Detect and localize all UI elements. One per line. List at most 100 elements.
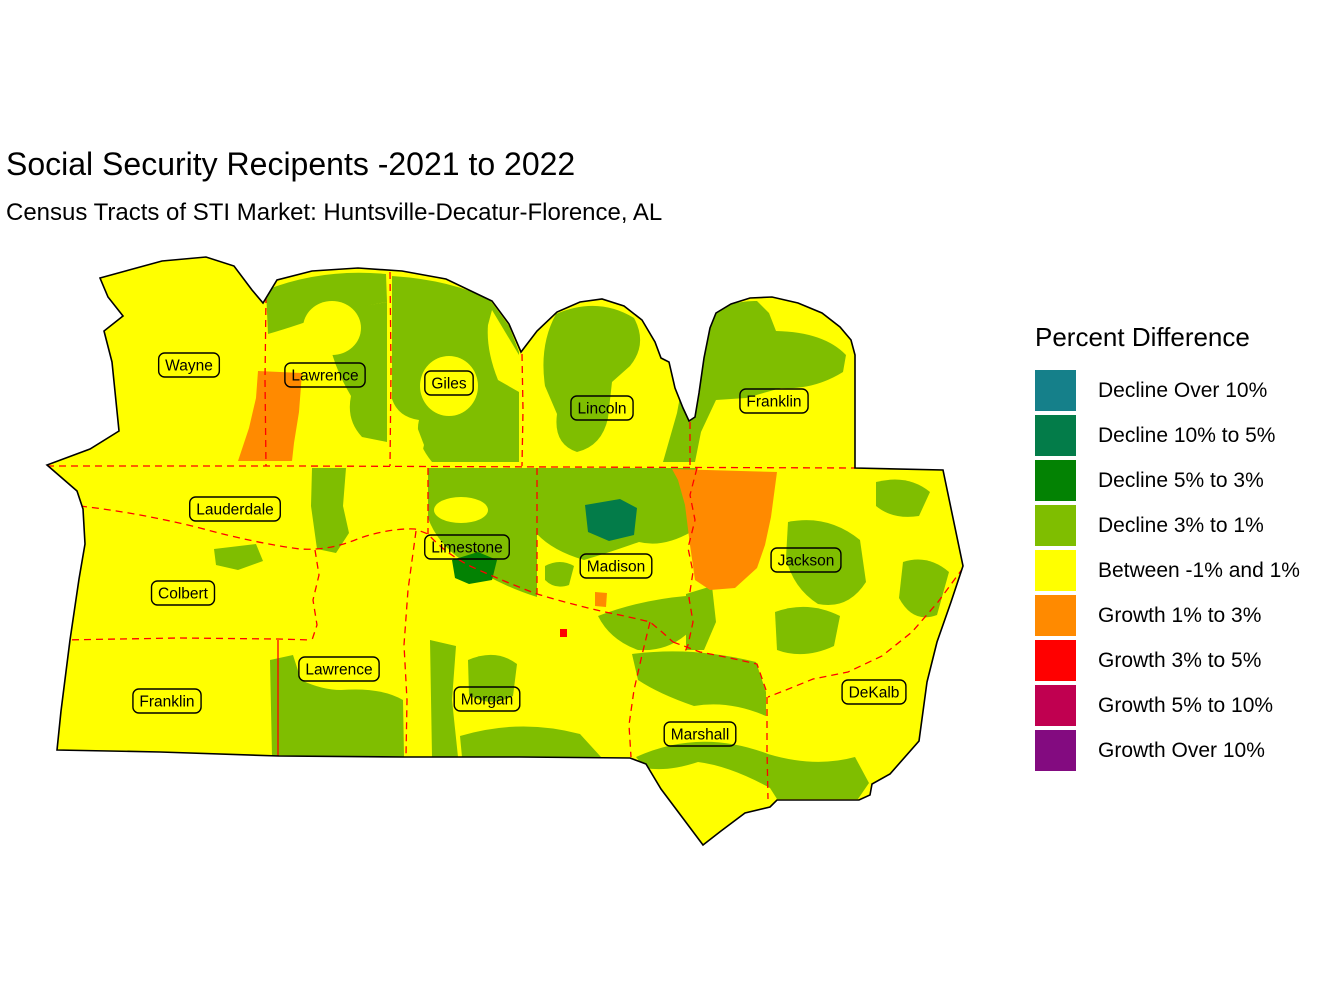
legend-item-label: Decline Over 10% xyxy=(1098,378,1268,402)
tract-region-morgan-green-blob xyxy=(468,654,517,702)
county-label-franklin-11: Franklin xyxy=(132,688,202,714)
county-label-jackson-8: Jackson xyxy=(770,547,842,573)
county-label-marshall-13: Marshall xyxy=(663,721,737,747)
county-label-text: Marshall xyxy=(671,727,730,744)
tract-region-lauderdale-green-east xyxy=(311,468,349,553)
tract-region-marshall-green-north xyxy=(632,651,766,716)
legend-item-label: Growth 5% to 10% xyxy=(1098,693,1274,717)
tract-region-colbert-green xyxy=(214,544,263,570)
tract-region-jackson-green-west-strip xyxy=(686,586,716,650)
county-label-box xyxy=(157,352,221,378)
legend-item: Between -1% and 1% xyxy=(1035,550,1300,591)
county-label-text: Franklin xyxy=(746,394,801,411)
county-label-box xyxy=(579,553,653,579)
legend-item-label: Growth 1% to 3% xyxy=(1098,603,1262,627)
county-label-box xyxy=(841,679,907,705)
county-label-text: Limestone xyxy=(431,540,503,557)
legend-swatch-growth-5-10 xyxy=(1035,685,1076,726)
county-label-morgan-12: Morgan xyxy=(453,686,521,712)
county-label-text: Jackson xyxy=(778,553,835,570)
county-label-box xyxy=(770,547,842,573)
legend: Percent Difference Decline Over 10% Decli… xyxy=(1035,322,1300,775)
legend-item: Growth Over 10% xyxy=(1035,730,1300,771)
legend-swatch-decline-over-10 xyxy=(1035,370,1076,411)
county-label-limestone-6: Limestone xyxy=(424,534,510,560)
page-subtitle: Census Tracts of STI Market: Huntsville-… xyxy=(6,199,663,226)
county-label-box xyxy=(663,721,737,747)
county-label-lauderdale-5: Lauderdale xyxy=(189,496,281,522)
map-outline xyxy=(45,256,964,847)
legend-item: Decline Over 10% xyxy=(1035,370,1300,411)
legend-item: Growth 5% to 10% xyxy=(1035,685,1300,726)
legend-item-label: Decline 3% to 1% xyxy=(1098,513,1264,537)
county-border xyxy=(683,467,698,655)
tract-region-jackson-green-ne xyxy=(876,479,930,517)
county-border xyxy=(403,530,417,757)
tract-region-jackson-green-south xyxy=(775,606,840,655)
county-label-text: Lincoln xyxy=(577,401,626,418)
legend-item: Decline 10% to 5% xyxy=(1035,415,1300,456)
tract-region-franklin-tn-green xyxy=(663,300,846,462)
county-border xyxy=(672,641,767,691)
county-label-text: Franklin xyxy=(139,694,194,711)
tract-region-madison-green-south xyxy=(598,596,689,651)
tract-region-madison-red-small-tract xyxy=(560,629,567,637)
county-label-colbert-9: Colbert xyxy=(150,580,216,606)
legend-item-label: Growth Over 10% xyxy=(1098,738,1265,762)
county-border xyxy=(767,567,963,698)
legend-swatch-between xyxy=(1035,550,1076,591)
county-label-text: DeKalb xyxy=(849,685,900,702)
county-border xyxy=(389,271,392,467)
county-border xyxy=(766,697,769,800)
legend-item-label: Decline 10% to 5% xyxy=(1098,423,1276,447)
legend-item: Growth 3% to 5% xyxy=(1035,640,1300,681)
tract-region-limestone-yellow-hole xyxy=(434,497,488,523)
legend-title: Percent Difference xyxy=(1035,322,1250,352)
county-label-lincoln-3: Lincoln xyxy=(570,395,634,421)
tract-region-madison-green-small xyxy=(545,562,574,587)
county-label-dekalb-14: DeKalb xyxy=(841,679,907,705)
tract-region-giles-yellow-sw xyxy=(392,420,424,462)
county-label-lawrence-10: Lawrence xyxy=(298,656,380,682)
county-label-giles-2: Giles xyxy=(424,370,474,396)
county-label-text: Giles xyxy=(431,376,467,393)
tract-region-jackson-orange-tract xyxy=(672,469,777,590)
legend-swatch-growth-1-3 xyxy=(1035,595,1076,636)
tract-region-jackson-green-mid xyxy=(786,520,866,606)
legend-item: Decline 5% to 3% xyxy=(1035,460,1300,501)
legend-item-label: Growth 3% to 5% xyxy=(1098,648,1262,672)
county-label-box xyxy=(189,496,281,522)
tract-region-giles-yellow-ne xyxy=(487,310,519,392)
county-label-text: Morgan xyxy=(461,692,514,709)
legend-item: Growth 1% to 3% xyxy=(1035,595,1300,636)
county-label-text: Madison xyxy=(587,559,646,576)
county-label-text: Wayne xyxy=(165,358,213,375)
county-label-text: Colbert xyxy=(158,586,209,603)
legend-item: Decline 3% to 1% xyxy=(1035,505,1300,546)
county-label-box xyxy=(424,370,474,396)
county-label-box xyxy=(298,656,380,682)
tract-region-madison-sea-green-tract xyxy=(585,499,637,541)
legend-swatch-growth-over-10 xyxy=(1035,730,1076,771)
legend-swatch-growth-3-5 xyxy=(1035,640,1076,681)
tract-region-lawrence-tn-orange-tract xyxy=(238,371,302,461)
legend-item-label: Decline 5% to 3% xyxy=(1098,468,1264,492)
county-label-box xyxy=(284,362,366,388)
legend-swatch-decline-10-5 xyxy=(1035,415,1076,456)
page-title: Social Security Recipents -2021 to 2022 xyxy=(6,146,576,182)
tract-region-jackson-green-se xyxy=(899,559,949,618)
tract-region-lawrence-tn-yellow-hole xyxy=(303,301,361,355)
county-label-wayne-0: Wayne xyxy=(157,352,221,378)
county-label-madison-7: Madison xyxy=(579,553,653,579)
tract-region-morgan-green-south xyxy=(460,726,601,757)
county-label-box xyxy=(424,534,510,560)
tract-region-south-green-band xyxy=(636,741,869,799)
county-border xyxy=(47,465,856,469)
county-label-box xyxy=(132,688,202,714)
county-border xyxy=(79,505,674,643)
tract-region-morgan-green-west xyxy=(430,640,458,757)
tract-region-lawrence-al-green xyxy=(270,655,404,757)
county-border xyxy=(264,295,267,467)
